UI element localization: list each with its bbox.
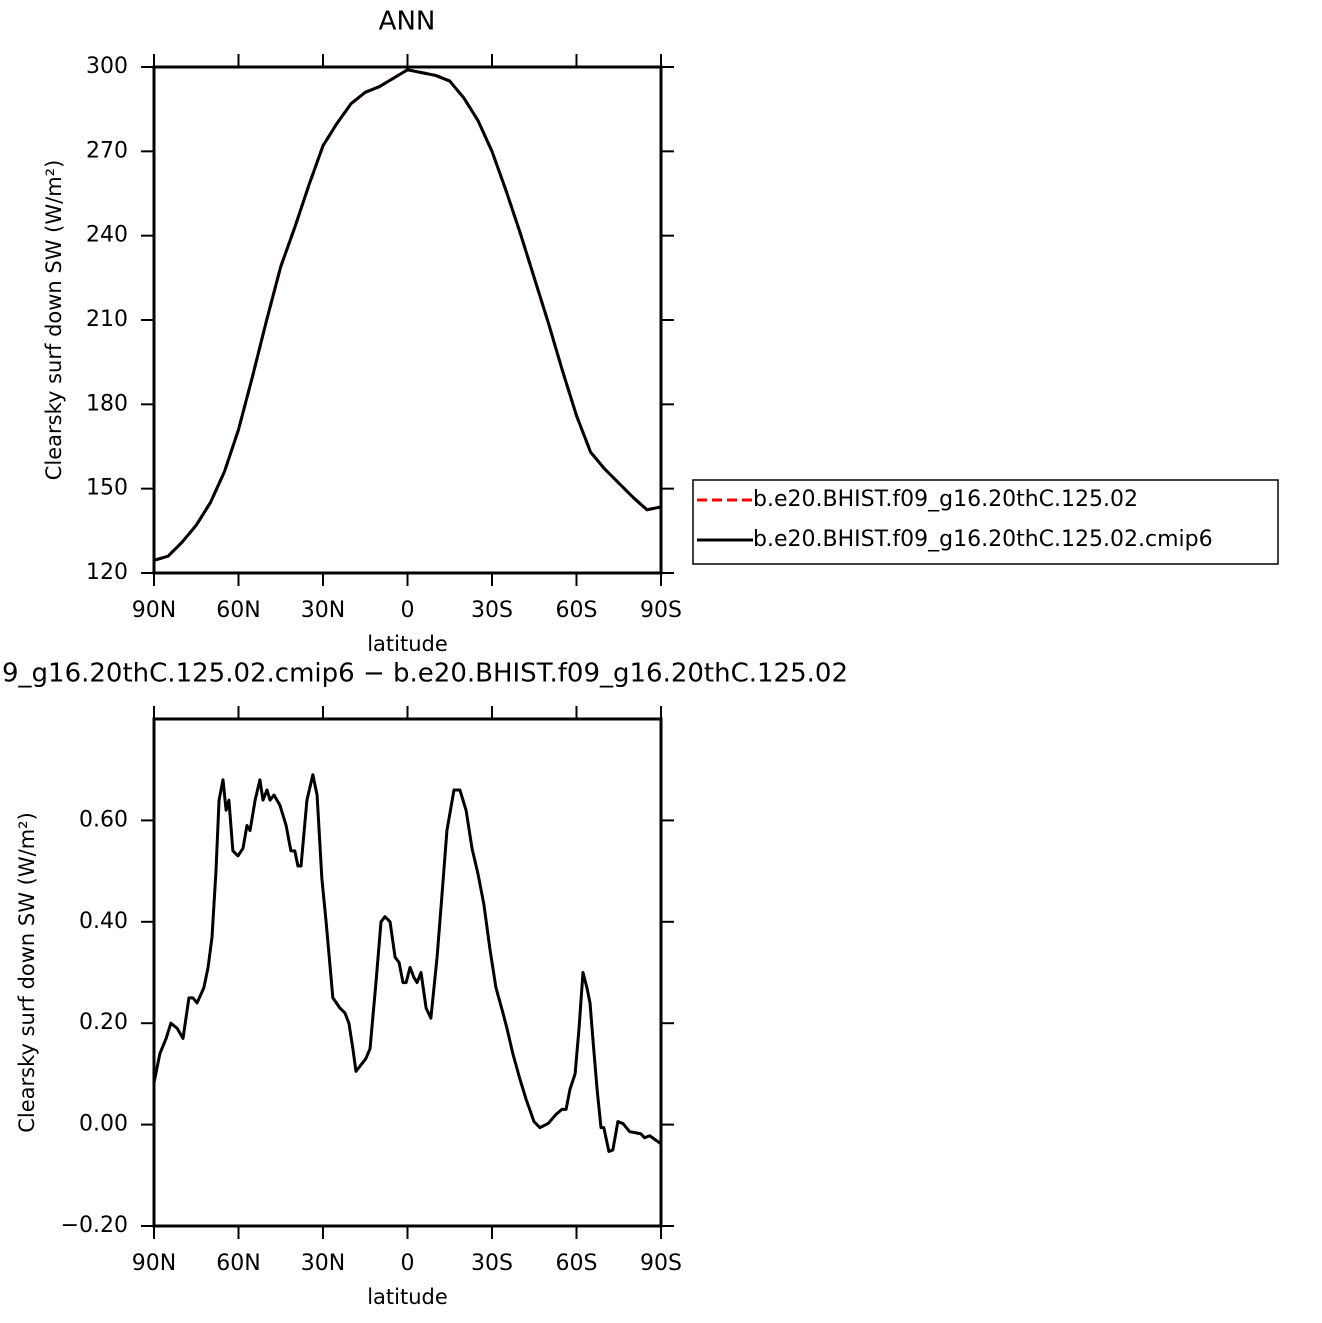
y-tick-label: 300 [86, 54, 128, 79]
y-tick-label: 0.00 [79, 1112, 128, 1137]
x-tick-label: 60S [556, 598, 598, 623]
y-tick-label: 0.20 [79, 1010, 128, 1035]
x-tick-label: 0 [401, 598, 415, 623]
legend-label: b.e20.BHIST.f09_g16.20thC.125.02.cmip6 [753, 527, 1213, 552]
y-tick-label: 150 [86, 476, 128, 501]
x-tick-label: 60S [556, 1251, 598, 1276]
chart-title: 9_g16.20thC.125.02.cmip6 − b.e20.BHIST.f… [2, 659, 848, 689]
x-tick-label: 30S [471, 1251, 513, 1276]
data-line [153, 68, 662, 562]
legend-label: b.e20.BHIST.f09_g16.20thC.125.02 [753, 487, 1138, 512]
x-tick-label: 90S [640, 1251, 682, 1276]
x-tick-label: 30N [301, 1251, 345, 1276]
y-tick-label: 120 [86, 560, 128, 585]
legend-box [692, 479, 1279, 565]
y-tick-label: 0.60 [79, 807, 128, 832]
y-tick-label: −0.20 [61, 1213, 128, 1238]
x-tick-label: 60N [216, 598, 260, 623]
y-axis-label: Clearsky surf down SW (W/m²) [42, 160, 66, 481]
x-tick-label: 60N [216, 1251, 260, 1276]
y-tick-label: 180 [86, 391, 128, 416]
y-tick-label: 240 [86, 223, 128, 248]
x-tick-label: 30N [301, 598, 345, 623]
x-tick-label: 90N [132, 1251, 176, 1276]
chart-title: ANN [379, 7, 436, 37]
x-tick-label: 30S [471, 598, 513, 623]
x-tick-label: 0 [401, 1251, 415, 1276]
x-axis-label: latitude [367, 1285, 448, 1309]
plot-frame [152, 65, 663, 575]
x-tick-label: 90S [640, 598, 682, 623]
x-axis-label: latitude [367, 632, 448, 656]
data-line [153, 68, 662, 562]
y-axis-label: Clearsky surf down SW (W/m²) [15, 812, 39, 1133]
y-tick-label: 0.40 [79, 909, 128, 934]
data-line [152, 773, 662, 1153]
y-tick-label: 270 [86, 138, 128, 163]
y-tick-label: 210 [86, 307, 128, 332]
x-tick-label: 90N [132, 598, 176, 623]
plot-frame [152, 717, 663, 1228]
